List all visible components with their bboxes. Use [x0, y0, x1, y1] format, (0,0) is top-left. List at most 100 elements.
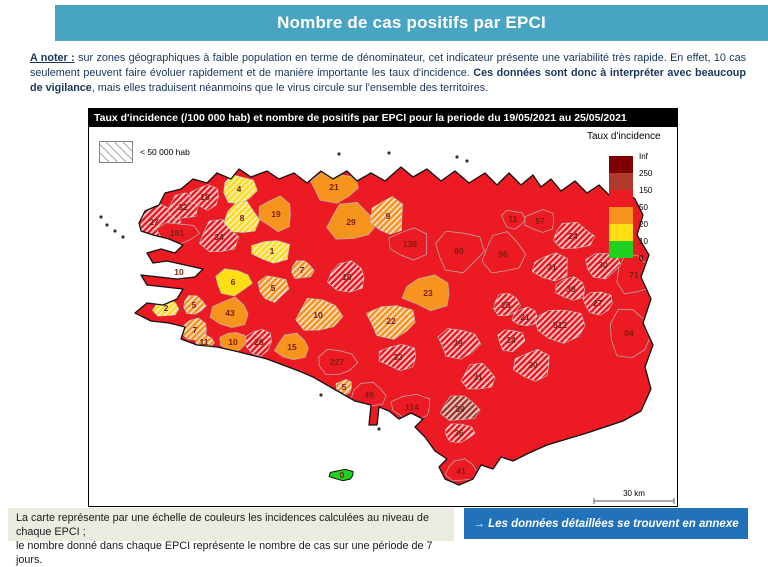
small-area-label: < 50 000 hab [140, 147, 190, 157]
legend-label: 0 [639, 254, 644, 263]
epci-case-count: 31 [547, 262, 557, 272]
islet-dot [465, 159, 469, 163]
epci-case-count: 18 [200, 192, 210, 202]
epci-region [219, 332, 247, 354]
epci-region [481, 231, 527, 274]
islet-dot [113, 229, 117, 233]
islet-dot [121, 235, 125, 239]
epci-region [274, 332, 309, 360]
epci-case-count: 0 [340, 470, 345, 480]
epci-case-count: 11 [509, 214, 518, 224]
epci-case-count: 24 [568, 231, 578, 241]
legend-small-area: < 50 000 hab [99, 141, 190, 163]
epci-case-count: 25 [501, 300, 511, 310]
islet-dot [319, 393, 323, 397]
note-label: A noter : [30, 52, 75, 64]
epci-case-count: 30 [598, 260, 608, 270]
epci-case-count: 10 [174, 267, 184, 277]
legend-swatch [609, 224, 633, 241]
map-title-bar: Taux d'incidence (/100 000 hab) et nombr… [89, 109, 677, 127]
epci-case-count: 512 [553, 320, 567, 330]
epci-region [318, 348, 359, 375]
legend-label: 10 [639, 237, 648, 246]
note-bold-text: Ces données sont donc à interpréter avec… [30, 67, 746, 94]
scale-label: 30 km [623, 489, 645, 498]
epci-case-count: 10 [228, 337, 238, 347]
epci-case-count: 7 [193, 325, 198, 335]
page-title: Nombre de cas positifs par EPCI [277, 13, 546, 32]
epci-case-count: 29 [346, 217, 356, 227]
hatched-swatch-icon [99, 141, 133, 163]
epci-case-count: 138 [403, 239, 417, 249]
epci-region [209, 296, 249, 328]
epci-case-count: 71 [629, 270, 639, 280]
epci-case-count: 227 [330, 357, 344, 367]
legend-label: 50 [639, 203, 648, 212]
footer-note-line2: le nombre donné dans chaque EPCI représe… [16, 540, 433, 566]
epci-case-count: 10 [342, 272, 352, 282]
map-title: Taux d'incidence (/100 000 hab) et nombr… [94, 112, 627, 124]
annex-link-button[interactable]: → Les données détaillées se trouvent en … [464, 508, 748, 539]
epci-case-count: 7 [300, 265, 305, 275]
epci-case-count: 80 [454, 246, 464, 256]
epci-case-count: 23 [423, 288, 433, 298]
legend-swatch [609, 190, 633, 207]
epci-region [350, 381, 387, 407]
epci-case-count: 33 [393, 352, 403, 362]
epci-case-count: 14 [506, 335, 516, 345]
epci-case-count: 36 [454, 428, 464, 438]
epci-case-count: 57 [535, 216, 545, 226]
epci-region [326, 202, 379, 240]
epci-case-count: 41 [456, 466, 466, 476]
epci-case-count: 5 [271, 283, 276, 293]
epci-case-count: 32 [178, 202, 188, 212]
epci-case-count: 34 [214, 232, 224, 242]
epci-case-count: 1 [270, 246, 275, 256]
epci-case-count: 19 [271, 209, 281, 219]
legend-label: 20 [639, 220, 648, 229]
legend-label: Inf [639, 152, 648, 161]
legend-label: 250 [639, 169, 653, 178]
epci-region [258, 195, 291, 233]
epci-case-count: 4 [237, 184, 242, 194]
epci-region [388, 227, 428, 261]
page-header-banner: Nombre de cas positifs par EPCI [55, 5, 768, 41]
legend-swatch [609, 173, 633, 190]
islet-dot [99, 215, 103, 219]
islet-dot [337, 152, 341, 156]
islet-dot [387, 151, 391, 155]
epci-case-count: 39 [453, 338, 463, 348]
epci-region [610, 308, 653, 359]
epci-case-count: 5 [342, 382, 347, 392]
epci-region [444, 458, 478, 482]
legend-swatch [609, 241, 633, 258]
epci-case-count: 22 [386, 316, 396, 326]
epci-case-count: 2 [164, 303, 169, 313]
islet-dot [455, 155, 459, 159]
legend-taux-incidence: Taux d'incidence Inf 250 150 50 20 10 0 [587, 131, 673, 266]
legend-swatch [609, 207, 633, 224]
epci-region [215, 268, 253, 297]
epci-case-count: 8 [240, 213, 245, 223]
epci-region [501, 209, 526, 230]
note-text-before: sur zones géographiques à faible populat… [30, 52, 746, 79]
note-paragraph: A noter : sur zones géographiques à faib… [30, 51, 746, 96]
note-text-after: , mais elles traduisent néanmoins que le… [91, 82, 489, 94]
islet-dot [105, 223, 109, 227]
epci-case-count: 96 [498, 249, 508, 259]
epci-region [401, 274, 450, 312]
footer-note-box: La carte représente par une échelle de c… [8, 508, 454, 566]
legend-title: Taux d'incidence [587, 131, 661, 142]
epci-case-count: 15 [287, 342, 297, 352]
legend-swatch [609, 156, 633, 173]
epci-case-count: 5 [192, 300, 197, 310]
epci-case-count: 11 [200, 337, 209, 347]
legend-label: 150 [639, 186, 653, 195]
epci-case-count: 49 [364, 390, 374, 400]
epci-case-count: 21 [520, 312, 530, 322]
epci-case-count: 9 [386, 211, 391, 221]
epci-case-count: 38 [566, 284, 576, 294]
epci-case-count: 84 [624, 328, 634, 338]
epci-case-count: 21 [329, 182, 339, 192]
epci-case-count: 27 [593, 298, 603, 308]
